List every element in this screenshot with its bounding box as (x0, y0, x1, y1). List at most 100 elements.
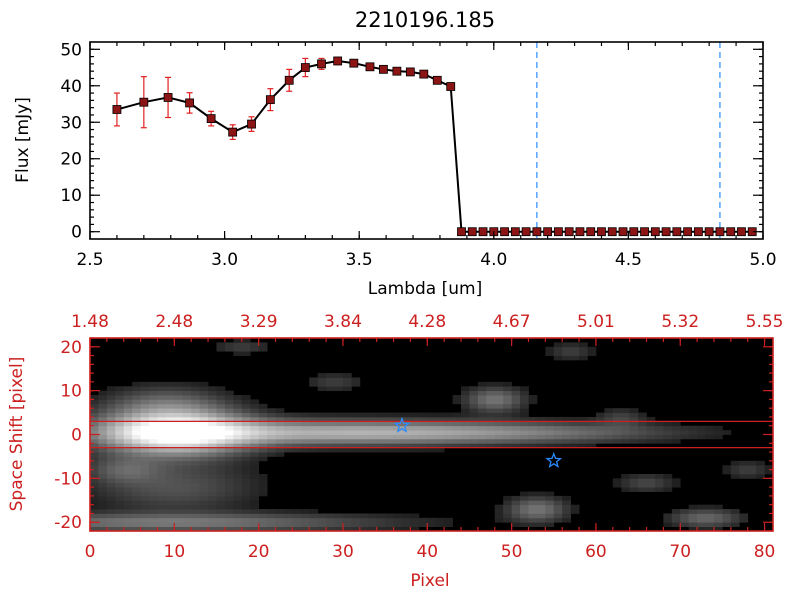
heatmap-cell (503, 403, 513, 409)
heatmap-cell (165, 386, 175, 392)
heatmap-cell (545, 430, 555, 435)
heatmap-cell (191, 390, 201, 396)
heatmap-cell (570, 425, 580, 431)
heatmap-cell (90, 509, 99, 514)
heatmap-cell (604, 416, 614, 422)
heatmap-cell (275, 408, 285, 413)
heatmap-cell (224, 408, 234, 413)
heatmap-cell (224, 443, 234, 449)
heatmap-cell (520, 399, 529, 405)
heatmap-cell (317, 412, 327, 418)
heatmap-cell (241, 495, 251, 501)
heatmap-cell (250, 403, 260, 409)
heatmap-cell (359, 443, 369, 449)
heatmap-cell (427, 438, 437, 444)
heatmap-cell (536, 438, 546, 444)
heatmap-cell (115, 395, 125, 400)
heatmap-cell (595, 430, 605, 435)
heatmap-cell (570, 434, 580, 440)
heatmap-cell (224, 500, 234, 506)
heatmap-cell (250, 473, 260, 479)
heatmap-cell (671, 425, 681, 431)
heatmap-cell (621, 425, 631, 431)
heatmap-cell (191, 517, 201, 523)
heatmap-cell (165, 412, 175, 418)
heatmap-cell (393, 425, 403, 431)
heatmap-cell (368, 434, 378, 440)
heatmap-cell (224, 456, 234, 462)
heatmap-cell (233, 443, 243, 449)
heatmap-cell (621, 482, 631, 488)
heatmap-cell (342, 412, 352, 418)
heatmap-cell (208, 386, 217, 392)
heatmap-cell (132, 460, 141, 466)
heatmap-cell (123, 487, 133, 492)
heatmap-cell (680, 513, 690, 519)
heatmap-cell (224, 421, 234, 427)
heatmap-cell (90, 513, 99, 519)
heatmap-cell (562, 416, 572, 422)
heatmap-cell (739, 513, 749, 519)
bottom-y-tick-label: -10 (54, 469, 82, 489)
bottom-x-tick-label: 40 (416, 542, 438, 562)
heatmap-cell (182, 430, 192, 435)
heatmap-cell (106, 517, 116, 523)
heatmap-cell (275, 421, 285, 427)
heatmap-cell (376, 412, 386, 418)
heatmap-cell (764, 469, 774, 475)
heatmap-cell (579, 443, 588, 449)
heatmap-cell (157, 500, 167, 506)
heatmap-cell (739, 473, 749, 479)
heatmap-cell (250, 491, 260, 497)
heatmap-cell (553, 434, 563, 440)
heatmap-cell (233, 438, 243, 444)
heatmap-cell (224, 395, 234, 400)
heatmap-cell (570, 443, 580, 449)
heatmap-cell (132, 517, 141, 523)
heatmap-cell (250, 513, 260, 519)
heatmap-cell (191, 412, 201, 418)
heatmap-cell (351, 443, 361, 449)
heatmap-cell (132, 495, 141, 501)
heatmap-cell (461, 434, 470, 440)
heatmap-cell (536, 495, 546, 501)
heatmap-cell (368, 443, 378, 449)
heatmap-cell (309, 517, 319, 523)
top-x-tick-label: 5.01 (577, 312, 615, 332)
heatmap-cell (132, 412, 141, 418)
heatmap-cell (528, 399, 538, 405)
heatmap-cell (174, 487, 184, 492)
heatmap-cell (182, 386, 192, 392)
heatmap-cell (342, 377, 352, 383)
heatmap-cell (233, 487, 243, 492)
heatmap-cell (157, 513, 167, 519)
heatmap-cell (477, 430, 487, 435)
heatmap-cell (224, 513, 234, 519)
heatmap-cell (115, 478, 125, 484)
heatmap-cell (90, 403, 99, 409)
heatmap-cell (452, 412, 462, 418)
heatmap-cell (216, 460, 226, 466)
heatmap-cell (199, 438, 209, 444)
heatmap-cell (621, 473, 631, 479)
heatmap-cell (629, 482, 639, 488)
heatmap-cell (123, 469, 133, 475)
heatmap-cell (376, 526, 386, 532)
heatmap-cell (477, 386, 487, 392)
heatmap-cell (469, 399, 479, 405)
heatmap-cell (191, 526, 201, 532)
heatmap-cell (106, 460, 116, 466)
heatmap-cell (359, 412, 369, 418)
heatmap-cell (149, 408, 158, 413)
heatmap-cell (393, 513, 403, 519)
heatmap-cell (208, 452, 217, 457)
heatmap-cell (680, 434, 690, 440)
heatmap-cell (98, 421, 108, 427)
heatmap-cell (140, 399, 150, 405)
heatmap-cell (106, 495, 116, 501)
heatmap-cell (705, 504, 715, 510)
heatmap-cell (216, 487, 226, 492)
heatmap-cell (671, 430, 681, 435)
heatmap-cell (216, 495, 226, 501)
